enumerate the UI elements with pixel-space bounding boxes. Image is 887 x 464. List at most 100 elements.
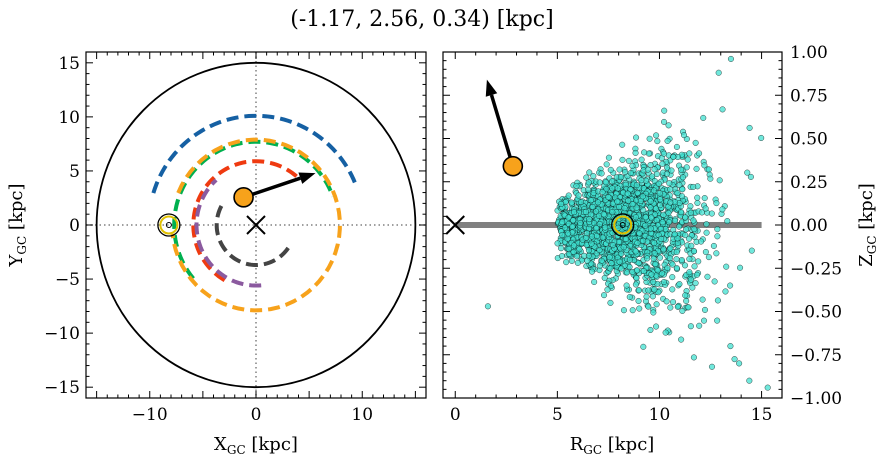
- rz-x-axis-label: RGC [kpc]: [570, 434, 655, 457]
- star-point: [596, 262, 603, 269]
- star-point: [692, 139, 699, 146]
- star-point: [696, 150, 703, 157]
- star-point: [650, 187, 658, 194]
- star-point: [608, 260, 615, 267]
- star-point: [588, 233, 596, 240]
- star-point: [638, 177, 645, 184]
- star-point: [649, 293, 656, 300]
- star-point: [690, 183, 697, 190]
- star-point: [663, 298, 670, 305]
- star-point: [642, 222, 649, 229]
- object-marker: [502, 155, 524, 177]
- star-point: [653, 217, 660, 224]
- y-tick-label: 1.00: [790, 43, 828, 63]
- star-point: [640, 343, 647, 350]
- star-point: [654, 267, 661, 274]
- figure-title: (-1.17, 2.56, 0.34) [kpc]: [290, 7, 553, 32]
- star-point: [700, 317, 708, 324]
- star-point: [593, 225, 600, 232]
- star-point: [583, 174, 590, 181]
- star-point: [650, 309, 657, 316]
- spiral-arm-5: [194, 178, 262, 288]
- star-point: [708, 210, 715, 217]
- star-point: [640, 237, 647, 244]
- star-point: [574, 259, 581, 266]
- star-point: [607, 166, 614, 173]
- star-point: [607, 265, 614, 272]
- star-point: [669, 274, 676, 281]
- star-point: [629, 162, 636, 169]
- star-point: [645, 287, 652, 294]
- star-point: [722, 288, 729, 295]
- star-point: [687, 276, 695, 283]
- star-point: [652, 205, 660, 212]
- star-point: [629, 201, 636, 208]
- star-point: [558, 200, 565, 208]
- star-point: [686, 150, 693, 157]
- star-point: [576, 246, 583, 253]
- star-point: [620, 307, 627, 314]
- star-point: [586, 216, 593, 223]
- star-point: [604, 286, 611, 293]
- sun-center-dot: [165, 222, 172, 228]
- star-point: [678, 166, 685, 173]
- star-point: [690, 354, 697, 361]
- xy-y-axis-label: YGC [kpc]: [6, 184, 29, 268]
- star-point: [704, 273, 711, 280]
- star-point: [638, 156, 645, 163]
- star-point: [573, 182, 580, 190]
- star-point: [599, 234, 606, 241]
- star-point: [620, 244, 627, 251]
- star-point: [627, 169, 634, 177]
- galactic-center-marker: [246, 215, 266, 235]
- y-tick-label: −10: [44, 324, 80, 344]
- star-point: [616, 258, 623, 265]
- star-point: [568, 199, 575, 206]
- star-point: [674, 235, 681, 242]
- star-point: [581, 252, 588, 259]
- star-point: [676, 223, 683, 230]
- star-point: [678, 193, 686, 200]
- star-point: [693, 271, 701, 278]
- star-point: [746, 377, 753, 384]
- star-point: [591, 278, 598, 286]
- star-point: [676, 181, 683, 189]
- star-point: [585, 186, 592, 193]
- star-point: [713, 200, 720, 207]
- star-point: [691, 263, 698, 270]
- star-point: [626, 256, 633, 263]
- star-point: [642, 214, 649, 221]
- star-point: [663, 164, 671, 171]
- star-point: [713, 250, 720, 257]
- star-point: [609, 185, 616, 192]
- star-point: [644, 166, 651, 173]
- star-point: [596, 220, 603, 228]
- star-point: [665, 209, 672, 216]
- star-point: [619, 141, 626, 148]
- star-point: [660, 246, 667, 253]
- star-point: [727, 55, 735, 62]
- y-tick-label: 5: [69, 162, 80, 182]
- star-point: [625, 197, 632, 204]
- star-point: [582, 208, 589, 215]
- star-point: [606, 254, 613, 261]
- star-point: [666, 255, 673, 262]
- star-point: [563, 259, 570, 266]
- star-point: [633, 275, 640, 282]
- velocity-arrow-shaft: [489, 94, 515, 167]
- star-point: [596, 246, 603, 254]
- star-point: [650, 278, 657, 286]
- star-point: [676, 281, 683, 288]
- x-tick-label: −10: [132, 405, 168, 425]
- star-point: [727, 343, 734, 350]
- star-point: [622, 235, 630, 243]
- star-point: [654, 138, 661, 145]
- star-point: [668, 167, 675, 174]
- star-point: [590, 173, 597, 180]
- star-point: [656, 254, 664, 261]
- star-point: [686, 235, 693, 242]
- x-tick-label: 10: [351, 405, 373, 425]
- star-point: [678, 336, 685, 343]
- y-tick-label: −1.00: [790, 389, 842, 409]
- star-point: [744, 169, 751, 176]
